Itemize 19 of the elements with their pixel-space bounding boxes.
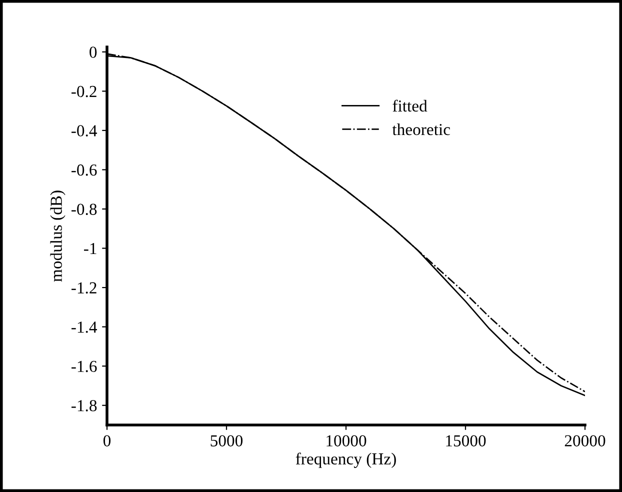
y-tick-label: -1.4	[72, 322, 98, 333]
y-tick-label: 0	[90, 46, 97, 58]
y-tick-label: -1.6	[72, 360, 97, 372]
x-tick-label: 5000	[210, 435, 243, 446]
y-tick-label: -0.2	[72, 86, 96, 98]
x-tick-label: 20000	[564, 435, 606, 446]
legend-label: fitted	[392, 100, 428, 112]
legend-label: theoretic	[392, 123, 450, 136]
y-tick-label: -0.8	[72, 204, 97, 216]
y-axis-title: modulus (dB)	[50, 190, 66, 282]
y-tick-label: -1.8	[72, 400, 97, 412]
y-tick-label: -1	[84, 243, 96, 254]
x-tick-label: 0	[103, 435, 111, 446]
x-tick-label: 15000	[446, 435, 486, 446]
y-tick-label: -1.2	[72, 282, 96, 294]
y-tick-label: -0.6	[72, 164, 97, 176]
x-axis-title: frequency (Hz)	[296, 452, 396, 468]
y-tick-label: -0.4	[72, 125, 98, 136]
x-tick-label: 10000	[326, 435, 366, 446]
